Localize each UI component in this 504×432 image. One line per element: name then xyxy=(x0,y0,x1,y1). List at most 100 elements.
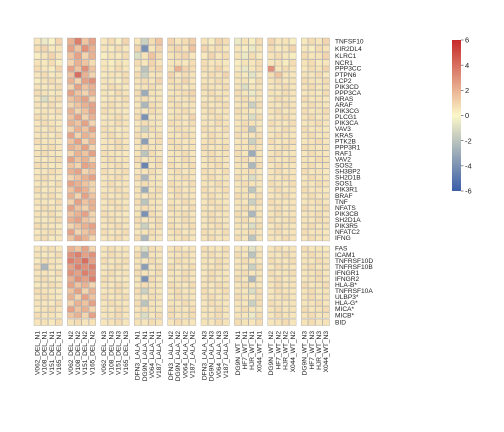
heatmap-cell xyxy=(189,192,197,199)
heatmap-cell xyxy=(148,65,156,72)
heatmap-cell xyxy=(134,217,142,223)
heatmap-cell xyxy=(181,318,189,326)
heatmap-cell xyxy=(255,156,263,163)
heatmap-cell xyxy=(222,132,230,139)
heatmap-cell xyxy=(55,288,63,295)
heatmap-cell xyxy=(148,174,156,181)
heatmap-cell xyxy=(33,186,41,193)
heatmap-cell xyxy=(241,162,249,169)
heatmap-cell xyxy=(282,45,290,53)
heatmap-cell xyxy=(155,77,163,84)
heatmap-cell xyxy=(74,59,82,67)
heatmap-cell xyxy=(189,245,197,252)
heatmap-cell xyxy=(48,162,56,169)
heatmap-cell xyxy=(274,144,282,151)
heatmap-cell xyxy=(322,77,330,84)
heatmap-cell xyxy=(100,180,108,187)
heatmap-cell xyxy=(208,126,216,133)
heatmap-cell xyxy=(115,223,123,230)
heatmap-cell xyxy=(215,37,223,45)
heatmap-cell xyxy=(41,102,49,109)
heatmap-cell xyxy=(122,174,130,181)
heatmap-cell xyxy=(189,144,197,151)
heatmap-cell xyxy=(67,245,75,252)
heatmap-cell xyxy=(55,180,63,187)
heatmap-cell xyxy=(122,312,130,319)
heatmap-cell xyxy=(315,245,323,252)
heatmap-cell xyxy=(74,263,82,270)
heatmap-cell xyxy=(148,156,156,163)
heatmap-cell xyxy=(122,83,130,90)
heatmap-cell xyxy=(248,132,256,139)
heatmap-cell xyxy=(88,120,96,127)
heatmap-cell xyxy=(267,223,275,230)
heatmap-cell xyxy=(100,235,108,242)
heatmap-cell xyxy=(322,245,330,252)
row-label: PTK2B xyxy=(335,138,356,145)
row-label: NFATC2 xyxy=(335,229,360,236)
heatmap-cell xyxy=(308,192,316,199)
heatmap-cell xyxy=(308,37,316,45)
heatmap-cell xyxy=(234,90,242,96)
heatmap-cell xyxy=(174,132,182,139)
heatmap-cell xyxy=(122,77,130,84)
heatmap-cell xyxy=(181,204,189,211)
heatmap-cell xyxy=(301,144,309,151)
heatmap-cell xyxy=(107,306,115,313)
heatmap-cell xyxy=(134,156,142,163)
heatmap-cell xyxy=(81,71,89,78)
heatmap-cell xyxy=(67,96,75,102)
heatmap-cell xyxy=(88,270,96,276)
heatmap-cell xyxy=(155,251,163,258)
heatmap-cell xyxy=(48,180,56,187)
heatmap-cell xyxy=(122,52,130,60)
heatmap-cell xyxy=(315,65,323,72)
column-label: DG9N_LALA_N2 xyxy=(175,331,182,382)
heatmap-cell xyxy=(100,52,108,60)
row-label: PIK3CA xyxy=(335,120,359,127)
heatmap-cell xyxy=(167,108,175,115)
heatmap-cell xyxy=(222,235,230,242)
heatmap-cell xyxy=(55,77,63,84)
heatmap-cell xyxy=(115,198,123,205)
heatmap-cell xyxy=(48,96,56,102)
heatmap-cell xyxy=(174,282,182,289)
heatmap-cell xyxy=(33,180,41,187)
heatmap-cell xyxy=(255,245,263,252)
heatmap-cell xyxy=(115,192,123,199)
heatmap-cell xyxy=(282,318,290,326)
heatmap-cell xyxy=(155,180,163,187)
heatmap-cell xyxy=(74,150,82,157)
heatmap-cell xyxy=(167,198,175,205)
heatmap-cell xyxy=(189,150,197,157)
heatmap-cell xyxy=(41,204,49,211)
heatmap-cell xyxy=(301,102,309,109)
column-label: DFN3_LALA_N3 xyxy=(201,331,208,380)
heatmap-cell xyxy=(315,37,323,45)
heatmap-cell xyxy=(48,204,56,211)
heatmap-cell xyxy=(208,174,216,181)
heatmap-cell xyxy=(55,83,63,90)
heatmap-cell xyxy=(100,77,108,84)
heatmap-cell xyxy=(100,288,108,295)
heatmap-cell xyxy=(322,198,330,205)
heatmap-cell xyxy=(267,257,275,264)
heatmap-cell xyxy=(155,102,163,109)
heatmap-cell xyxy=(174,37,182,45)
heatmap-cell xyxy=(100,229,108,236)
heatmap-cell xyxy=(181,192,189,199)
heatmap-cell xyxy=(248,120,256,127)
heatmap-cell xyxy=(148,251,156,258)
heatmap-cell xyxy=(181,138,189,145)
heatmap-cell xyxy=(155,192,163,199)
heatmap-cell xyxy=(234,45,242,53)
heatmap-cell xyxy=(248,318,256,326)
colorbar xyxy=(452,40,461,191)
heatmap-cell xyxy=(88,300,96,307)
heatmap-cell xyxy=(100,37,108,45)
heatmap-cell xyxy=(181,77,189,84)
heatmap-cell xyxy=(100,282,108,289)
heatmap-cell xyxy=(189,52,197,60)
heatmap-cell xyxy=(301,318,309,326)
heatmap-cell xyxy=(274,71,282,78)
